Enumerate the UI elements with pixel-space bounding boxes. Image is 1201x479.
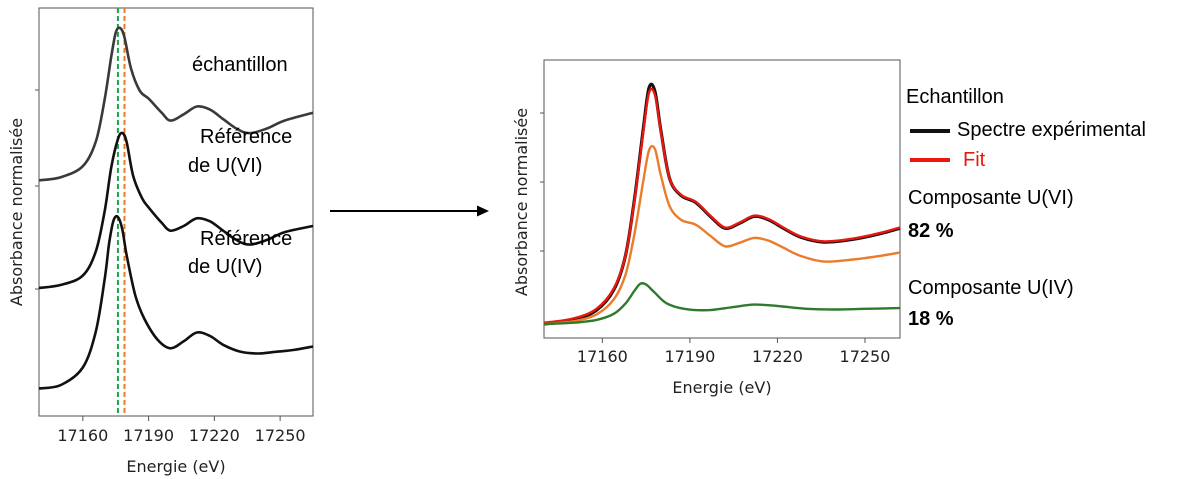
right-x-tick-label-1: 17160 [577, 347, 628, 366]
right-x-ticks: 17160 17190 17220 17250 [577, 338, 891, 366]
legend-label-exp: Spectre expérimental [957, 119, 1146, 141]
right-series-line-1 [543, 82, 901, 326]
right-series-line-3 [543, 144, 901, 326]
left-series-line-1 [38, 26, 314, 182]
label-ref-iv-line1: Référence [200, 228, 292, 250]
arrow-head [477, 205, 489, 217]
right-series-line-2 [543, 87, 901, 324]
legend-pct-uiv: 18 % [908, 308, 954, 330]
legend-label-fit: Fit [963, 149, 986, 171]
right-panel: 17160 17190 17220 17250 Energie (eV) Absorb… [512, 59, 901, 397]
right-y-ticks [540, 112, 544, 252]
label-ref-vi-line1: Référence [200, 126, 292, 148]
right-x-tick-label-3: 17220 [752, 347, 803, 366]
left-series-group [38, 26, 314, 390]
left-x-tick-label-4: 17250 [255, 426, 306, 445]
left-series-line-3 [38, 214, 314, 390]
left-x-axis-label: Energie (eV) [126, 457, 225, 476]
left-x-tick-label-1: 17160 [57, 426, 108, 445]
right-series-group [543, 82, 901, 326]
left-reference-lines [116, 8, 126, 416]
label-echantillon: échantillon [192, 54, 288, 76]
left-y-axis-label: Absorbance normalisée [7, 118, 26, 306]
legend-label-uiv: Composante U(IV) [908, 277, 1074, 299]
right-series-line-4 [543, 281, 901, 326]
legend-label-uvi: Composante U(VI) [908, 187, 1074, 209]
left-panel: 17160 17190 17220 17250 Energie (eV) Absorb… [7, 7, 314, 476]
right-x-tick-label-2: 17190 [664, 347, 715, 366]
left-x-tick-label-2: 17190 [123, 426, 174, 445]
label-ref-iv-line2: de U(IV) [188, 256, 262, 278]
legend-pct-uvi: 82 % [908, 220, 954, 242]
right-plot-frame [543, 59, 901, 339]
left-x-ticks: 17160 17190 17220 17250 [57, 416, 306, 445]
arrow [330, 205, 489, 217]
label-ref-vi-line2: de U(VI) [188, 155, 262, 177]
right-y-axis-label: Absorbance normalisée [512, 108, 531, 296]
left-series-line-2 [38, 131, 314, 290]
legend-title: Echantillon [906, 86, 1004, 108]
right-x-axis-label: Energie (eV) [672, 378, 771, 397]
legend: Echantillon Spectre expérimental Fit Com… [906, 86, 1146, 330]
left-plot-frame [38, 7, 314, 417]
right-x-tick-label-4: 17250 [840, 347, 891, 366]
left-x-tick-label-3: 17220 [189, 426, 240, 445]
left-y-ticks [35, 89, 39, 290]
